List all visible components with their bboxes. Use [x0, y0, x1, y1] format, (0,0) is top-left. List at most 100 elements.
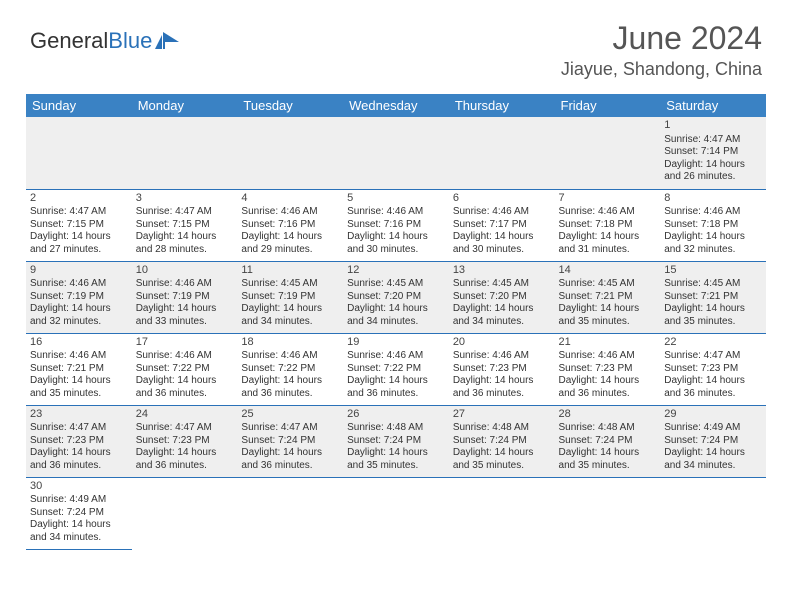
sunset-text: Sunset: 7:19 PM — [30, 291, 128, 304]
sunrise-text: Sunrise: 4:45 AM — [453, 278, 551, 291]
sunrise-text: Sunrise: 4:45 AM — [241, 278, 339, 291]
daylight-text: Daylight: 14 hours — [664, 375, 762, 388]
daylight-text: Daylight: 14 hours — [347, 303, 445, 316]
day-number: 30 — [30, 480, 128, 494]
calendar-cell: 2Sunrise: 4:47 AMSunset: 7:15 PMDaylight… — [26, 189, 132, 261]
sunrise-text: Sunrise: 4:47 AM — [136, 422, 234, 435]
calendar-cell: 15Sunrise: 4:45 AMSunset: 7:21 PMDayligh… — [660, 261, 766, 333]
day-header: Thursday — [449, 94, 555, 117]
sunset-text: Sunset: 7:23 PM — [664, 363, 762, 376]
calendar-cell — [26, 117, 132, 189]
daylight-text: Daylight: 14 hours — [136, 303, 234, 316]
sunrise-text: Sunrise: 4:49 AM — [30, 494, 128, 507]
sunrise-text: Sunrise: 4:45 AM — [664, 278, 762, 291]
sunrise-text: Sunrise: 4:46 AM — [30, 278, 128, 291]
day-number: 22 — [664, 336, 762, 350]
daylight-text: Daylight: 14 hours — [559, 303, 657, 316]
calendar-table: Sunday Monday Tuesday Wednesday Thursday… — [26, 94, 766, 550]
sunset-text: Sunset: 7:24 PM — [453, 435, 551, 448]
month-title: June 2024 — [561, 20, 762, 57]
daylight-text: Daylight: 14 hours — [30, 375, 128, 388]
calendar-cell: 22Sunrise: 4:47 AMSunset: 7:23 PMDayligh… — [660, 333, 766, 405]
calendar-cell — [660, 477, 766, 549]
calendar-cell: 10Sunrise: 4:46 AMSunset: 7:19 PMDayligh… — [132, 261, 238, 333]
daylight-text: and 32 minutes. — [30, 316, 128, 329]
day-number: 26 — [347, 408, 445, 422]
day-header: Tuesday — [237, 94, 343, 117]
day-number: 19 — [347, 336, 445, 350]
day-number: 5 — [347, 192, 445, 206]
calendar-cell: 6Sunrise: 4:46 AMSunset: 7:17 PMDaylight… — [449, 189, 555, 261]
sunrise-text: Sunrise: 4:47 AM — [664, 350, 762, 363]
daylight-text: and 35 minutes. — [453, 460, 551, 473]
day-number: 29 — [664, 408, 762, 422]
daylight-text: Daylight: 14 hours — [664, 303, 762, 316]
day-number: 15 — [664, 264, 762, 278]
sunrise-text: Sunrise: 4:48 AM — [559, 422, 657, 435]
daylight-text: and 30 minutes. — [453, 244, 551, 257]
daylight-text: and 35 minutes. — [347, 460, 445, 473]
flag-icon — [155, 32, 181, 50]
calendar-cell: 27Sunrise: 4:48 AMSunset: 7:24 PMDayligh… — [449, 405, 555, 477]
sunset-text: Sunset: 7:22 PM — [347, 363, 445, 376]
calendar-cell: 24Sunrise: 4:47 AMSunset: 7:23 PMDayligh… — [132, 405, 238, 477]
day-number: 4 — [241, 192, 339, 206]
daylight-text: Daylight: 14 hours — [347, 231, 445, 244]
daylight-text: Daylight: 14 hours — [241, 447, 339, 460]
sunrise-text: Sunrise: 4:47 AM — [136, 206, 234, 219]
daylight-text: Daylight: 14 hours — [241, 303, 339, 316]
calendar-cell — [343, 477, 449, 549]
daylight-text: Daylight: 14 hours — [664, 231, 762, 244]
daylight-text: and 36 minutes. — [453, 388, 551, 401]
day-header-row: Sunday Monday Tuesday Wednesday Thursday… — [26, 94, 766, 117]
day-number: 3 — [136, 192, 234, 206]
sunrise-text: Sunrise: 4:49 AM — [664, 422, 762, 435]
day-number: 27 — [453, 408, 551, 422]
location-label: Jiayue, Shandong, China — [561, 59, 762, 80]
sunrise-text: Sunrise: 4:46 AM — [453, 350, 551, 363]
calendar-cell: 21Sunrise: 4:46 AMSunset: 7:23 PMDayligh… — [555, 333, 661, 405]
daylight-text: Daylight: 14 hours — [30, 231, 128, 244]
sunset-text: Sunset: 7:23 PM — [30, 435, 128, 448]
sunset-text: Sunset: 7:19 PM — [241, 291, 339, 304]
daylight-text: Daylight: 14 hours — [453, 231, 551, 244]
daylight-text: and 36 minutes. — [136, 460, 234, 473]
sunrise-text: Sunrise: 4:47 AM — [241, 422, 339, 435]
calendar-cell: 26Sunrise: 4:48 AMSunset: 7:24 PMDayligh… — [343, 405, 449, 477]
calendar-cell: 16Sunrise: 4:46 AMSunset: 7:21 PMDayligh… — [26, 333, 132, 405]
daylight-text: and 36 minutes. — [664, 388, 762, 401]
calendar-cell: 7Sunrise: 4:46 AMSunset: 7:18 PMDaylight… — [555, 189, 661, 261]
daylight-text: and 27 minutes. — [30, 244, 128, 257]
daylight-text: and 30 minutes. — [347, 244, 445, 257]
sunset-text: Sunset: 7:24 PM — [30, 507, 128, 520]
sunset-text: Sunset: 7:24 PM — [559, 435, 657, 448]
day-number: 8 — [664, 192, 762, 206]
sunrise-text: Sunrise: 4:46 AM — [241, 206, 339, 219]
calendar-cell: 18Sunrise: 4:46 AMSunset: 7:22 PMDayligh… — [237, 333, 343, 405]
daylight-text: and 35 minutes. — [664, 316, 762, 329]
sunrise-text: Sunrise: 4:47 AM — [30, 422, 128, 435]
sunset-text: Sunset: 7:18 PM — [664, 219, 762, 232]
sunset-text: Sunset: 7:15 PM — [136, 219, 234, 232]
sunrise-text: Sunrise: 4:45 AM — [347, 278, 445, 291]
calendar-cell: 25Sunrise: 4:47 AMSunset: 7:24 PMDayligh… — [237, 405, 343, 477]
day-number: 24 — [136, 408, 234, 422]
sunset-text: Sunset: 7:20 PM — [453, 291, 551, 304]
sunset-text: Sunset: 7:22 PM — [136, 363, 234, 376]
title-block: June 2024 Jiayue, Shandong, China — [561, 20, 762, 80]
daylight-text: and 29 minutes. — [241, 244, 339, 257]
daylight-text: and 33 minutes. — [136, 316, 234, 329]
sunrise-text: Sunrise: 4:46 AM — [559, 206, 657, 219]
calendar-cell: 11Sunrise: 4:45 AMSunset: 7:19 PMDayligh… — [237, 261, 343, 333]
daylight-text: Daylight: 14 hours — [136, 375, 234, 388]
calendar-cell: 14Sunrise: 4:45 AMSunset: 7:21 PMDayligh… — [555, 261, 661, 333]
sunrise-text: Sunrise: 4:46 AM — [136, 350, 234, 363]
calendar-cell: 29Sunrise: 4:49 AMSunset: 7:24 PMDayligh… — [660, 405, 766, 477]
sunrise-text: Sunrise: 4:46 AM — [664, 206, 762, 219]
daylight-text: Daylight: 14 hours — [664, 447, 762, 460]
sunrise-text: Sunrise: 4:46 AM — [453, 206, 551, 219]
calendar-cell — [132, 477, 238, 549]
calendar-cell — [343, 117, 449, 189]
day-number: 11 — [241, 264, 339, 278]
sunset-text: Sunset: 7:15 PM — [30, 219, 128, 232]
